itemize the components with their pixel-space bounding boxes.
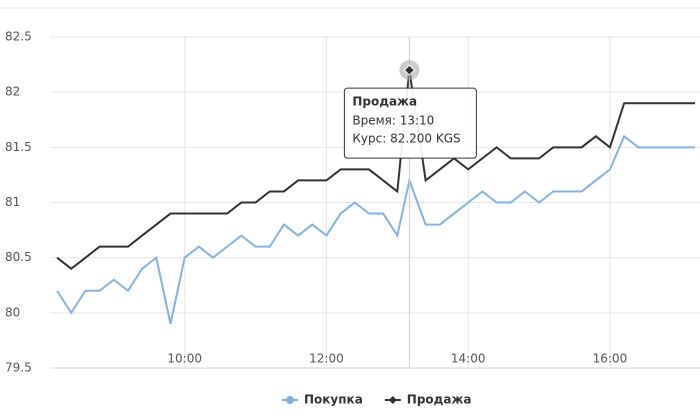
legend-marker	[286, 396, 294, 404]
hover-marker	[403, 64, 416, 76]
y-tick-label: 79.5	[5, 361, 32, 375]
x-tick-label: 14:00	[451, 352, 486, 366]
tooltip: Продажа Время: 13:10 Курс: 82.200 KGS	[343, 87, 477, 159]
y-tick-label: 82.5	[5, 30, 32, 44]
legend-marker	[388, 396, 397, 404]
y-tick-label: 82	[5, 85, 20, 99]
tooltip-title: Продажа	[352, 95, 417, 109]
y-tick-label: 80.5	[5, 250, 32, 264]
tooltip-box	[343, 87, 477, 159]
legend-label: Покупка	[304, 393, 363, 407]
x-tick-label: 16:00	[593, 352, 628, 366]
y-tick-label: 80	[5, 305, 20, 319]
legend-label: Продажа	[407, 393, 472, 407]
tooltip-line: Время: 13:10	[352, 114, 434, 128]
tooltip-line: Курс: 82.200 KGS	[352, 132, 460, 146]
x-tick-label: 12:00	[309, 352, 344, 366]
y-tick-label: 81	[5, 195, 20, 209]
series-line	[56, 69, 696, 270]
series-line	[56, 134, 696, 325]
y-tick-label: 81.5	[5, 140, 32, 154]
x-tick-label: 10:00	[167, 352, 202, 366]
